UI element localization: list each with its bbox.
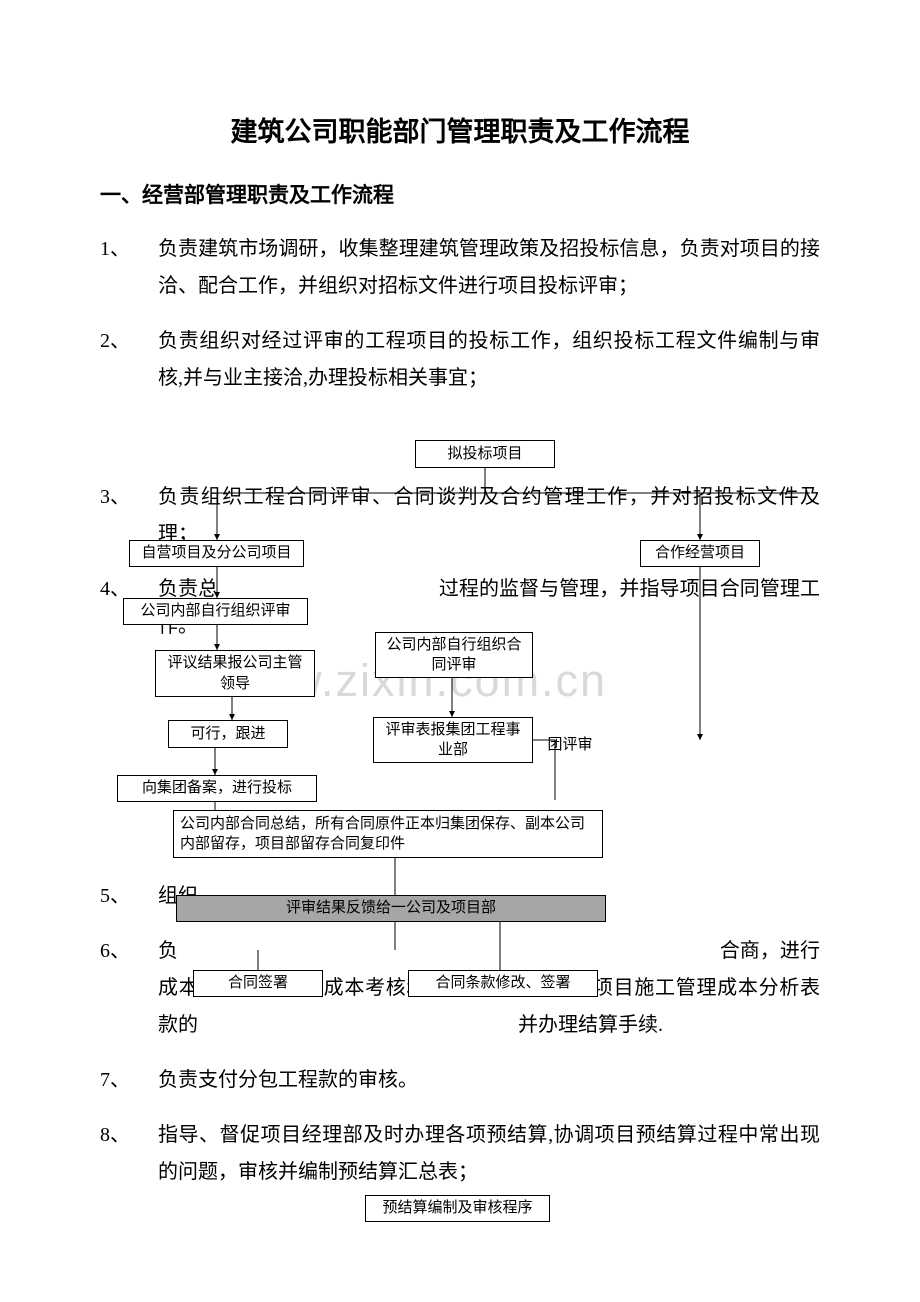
item-number: 7、 bbox=[100, 1062, 158, 1099]
list-item: 8、 指导、督促项目经理部及时办理各项预结算,协调项目预结算过程中常出现的问题，… bbox=[100, 1117, 820, 1191]
item-text: 组织 bbox=[158, 878, 820, 915]
item-number: 5、 bbox=[100, 878, 158, 915]
item-number: 1、 bbox=[100, 231, 158, 305]
section-heading: 一、经营部管理职责及工作流程 bbox=[100, 179, 820, 209]
list-item: 7、 负责支付分包工程款的审核。 bbox=[100, 1062, 820, 1099]
item-text: 负责总 过程的监督与管理，并指导项目合同管理工作。 bbox=[158, 571, 820, 645]
item-number: 8、 bbox=[100, 1117, 158, 1191]
item-text: 负 合商，进行成本核算与控制、成本考核和分析，组织编制《项目施工管理成本分析表 … bbox=[158, 933, 820, 1044]
list-item: 1、 负责建筑市场调研，收集整理建筑管理政策及招投标信息，负责对项目的接洽、配合… bbox=[100, 231, 820, 305]
list-item: 5、 组织 bbox=[100, 878, 820, 915]
list-item: 6、 负 合商，进行成本核算与控制、成本考核和分析，组织编制《项目施工管理成本分… bbox=[100, 933, 820, 1044]
item-number: 4、 bbox=[100, 571, 158, 645]
item-text: 负责建筑市场调研，收集整理建筑管理政策及招投标信息，负责对项目的接洽、配合工作，… bbox=[158, 231, 820, 305]
page-title: 建筑公司职能部门管理职责及工作流程 bbox=[100, 110, 820, 149]
item-text: 负责组织对经过评审的工程项目的投标工作，组织投标工程文件编制与审核,并与业主接洽… bbox=[158, 323, 820, 397]
item-text: 负责支付分包工程款的审核。 bbox=[158, 1062, 820, 1099]
list-item: 2、 负责组织对经过评审的工程项目的投标工作，组织投标工程文件编制与审核,并与业… bbox=[100, 323, 820, 397]
list-item: 4、 负责总 过程的监督与管理，并指导项目合同管理工作。 bbox=[100, 571, 820, 645]
item-number: 6、 bbox=[100, 933, 158, 1044]
list-item: 3、 负责组织工程合同评审、合同谈判及合约管理工作，并对招投标文件及 理； bbox=[100, 479, 820, 553]
item-number: 2、 bbox=[100, 323, 158, 397]
item-text: 指导、督促项目经理部及时办理各项预结算,协调项目预结算过程中常出现的问题，审核并… bbox=[158, 1117, 820, 1191]
item-number: 3、 bbox=[100, 479, 158, 553]
item-text: 负责组织工程合同评审、合同谈判及合约管理工作，并对招投标文件及 理； bbox=[158, 479, 820, 553]
